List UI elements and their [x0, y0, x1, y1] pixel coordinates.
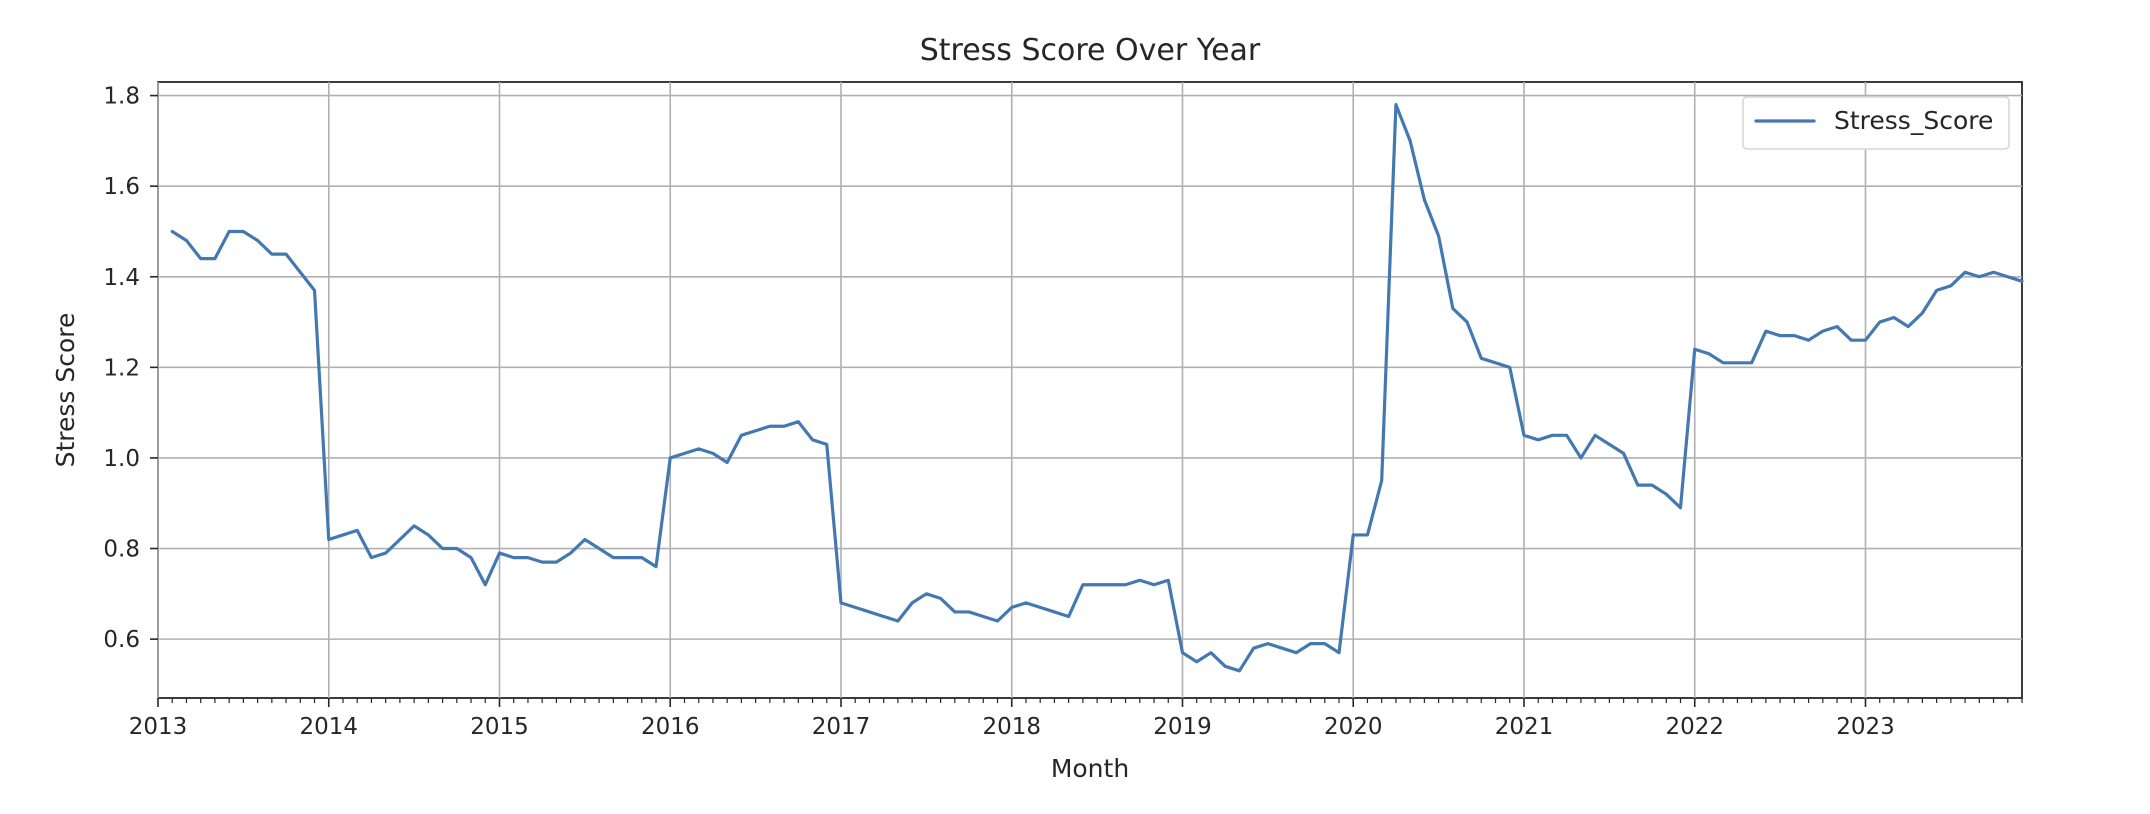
plot-area: [157, 81, 2023, 699]
x-tick-label: 2017: [812, 714, 871, 740]
y-tick-label: 1.4: [103, 265, 140, 291]
x-tick-label: 2014: [299, 714, 358, 740]
y-tick-label: 1.2: [103, 355, 140, 381]
x-axis-label: Month: [1051, 754, 1129, 783]
x-tick-label: 2016: [641, 714, 700, 740]
y-tick-label: 1.0: [103, 446, 140, 472]
legend-label-stress-score: Stress_Score: [1834, 106, 1993, 135]
y-tick-label: 0.8: [103, 537, 140, 563]
legend: Stress_Score: [1742, 96, 2010, 150]
chart-title: Stress Score Over Year: [920, 33, 1261, 68]
x-tick-label: 2018: [982, 714, 1041, 740]
x-tick-label: 2015: [470, 714, 529, 740]
x-tick-label: 2021: [1495, 714, 1554, 740]
x-tick-label: 2022: [1665, 714, 1724, 740]
legend-box: [1742, 96, 2010, 150]
series-line-stress-score: [170, 103, 2024, 673]
x-tick-label: 2019: [1153, 714, 1212, 740]
x-tick-label: 2023: [1836, 714, 1895, 740]
x-tick-label: 2013: [129, 714, 188, 740]
y-axis-label: Stress Score: [51, 313, 80, 468]
y-tick-label: 1.6: [103, 174, 140, 200]
x-tick-label: 2020: [1324, 714, 1383, 740]
y-tick-label: 0.6: [103, 627, 140, 653]
y-tick-label: 1.8: [103, 84, 140, 110]
grid-lines: [157, 82, 2022, 698]
